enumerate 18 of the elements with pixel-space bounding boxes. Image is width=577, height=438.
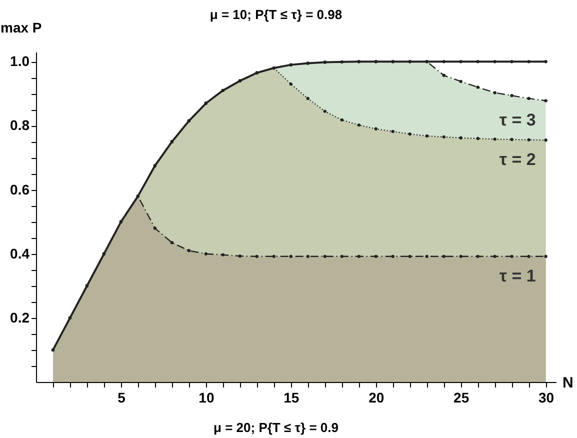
x-axis-title: N [562, 374, 574, 392]
chart-title: μ = 10; P{T ≤ τ} = 0.98 [210, 7, 342, 22]
y-tick-label: 0.6 [10, 181, 30, 198]
x-tick-label: 30 [538, 390, 554, 406]
y-tick-label: 0.2 [10, 309, 30, 326]
series-label: τ = 3 [499, 110, 536, 130]
x-tick-label: 25 [454, 390, 470, 406]
y-axis-title: max P [0, 20, 42, 36]
x-tick-label: 5 [118, 390, 126, 406]
x-tick-label: 15 [284, 390, 300, 406]
y-tick-label: 1.0 [10, 53, 30, 70]
x-tick-label: 10 [198, 390, 214, 406]
text: μ = 20; P{T ≤ τ} = 0.9 [214, 420, 338, 435]
series-label: τ = 1 [499, 266, 536, 286]
x-tick-label: 20 [368, 390, 384, 406]
series-label: τ = 2 [499, 150, 536, 170]
y-tick-label: 0.4 [10, 245, 30, 262]
y-tick-label: 0.8 [10, 117, 30, 134]
